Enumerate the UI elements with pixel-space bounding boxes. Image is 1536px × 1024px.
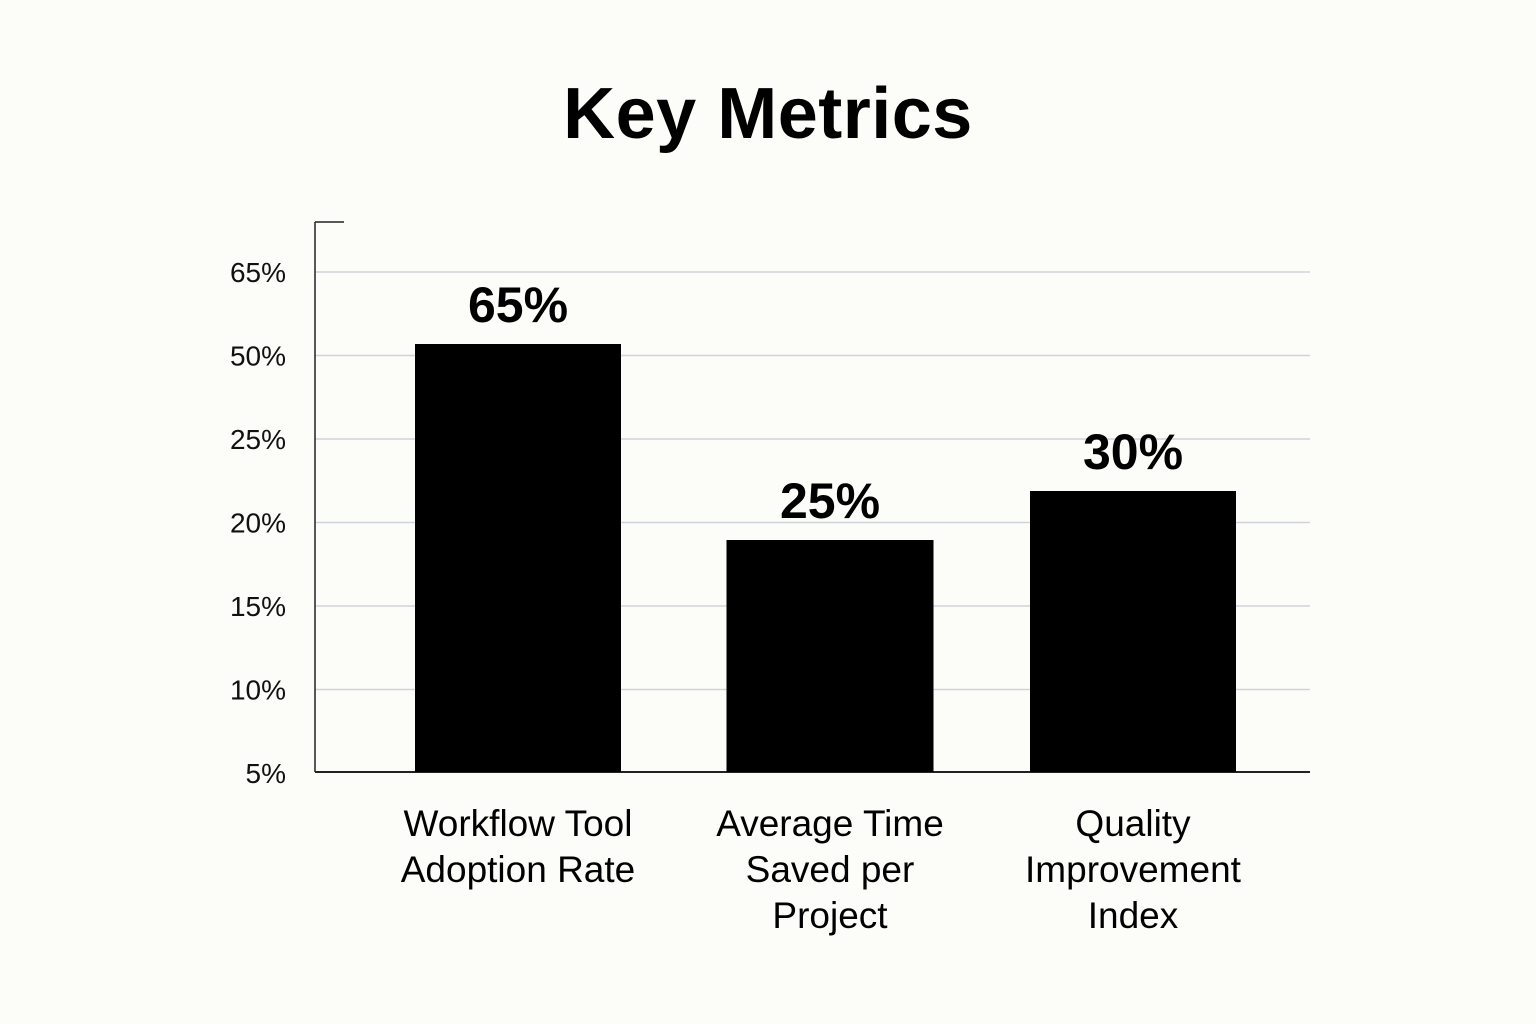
y-tick-label: 15%: [230, 591, 286, 622]
x-category-label: Quality Improvement Index: [1025, 803, 1242, 936]
y-tick-label: 10%: [230, 675, 286, 706]
x-category-label-line: Workflow Tool: [404, 803, 633, 844]
bar-value-label: 65%: [468, 277, 568, 333]
y-tick-label: 65%: [230, 257, 286, 288]
bar: [726, 540, 934, 772]
bar-value-label: 30%: [1083, 424, 1183, 480]
x-category-label: Workflow Tool Adoption Rate: [401, 803, 636, 890]
y-tick-label: 5%: [246, 758, 286, 789]
x-category-label-line: Project: [772, 895, 888, 936]
y-tick-label: 50%: [230, 341, 286, 372]
bar: [1030, 491, 1236, 772]
x-category-label: Average Time Saved per Project: [716, 803, 944, 936]
bar: [415, 344, 621, 772]
x-category-label-line: Average Time: [716, 803, 944, 844]
chart-title: Key Metrics: [563, 74, 973, 154]
x-category-label-line: Saved per: [746, 849, 915, 890]
y-tick-label: 25%: [230, 424, 286, 455]
y-tick-label: 20%: [230, 508, 286, 539]
bar-value-label: 25%: [780, 473, 880, 529]
x-category-label-line: Quality: [1075, 803, 1191, 844]
x-category-label-line: Adoption Rate: [401, 849, 636, 890]
x-category-label-line: Index: [1088, 895, 1179, 936]
x-category-label-line: Improvement: [1025, 849, 1242, 890]
